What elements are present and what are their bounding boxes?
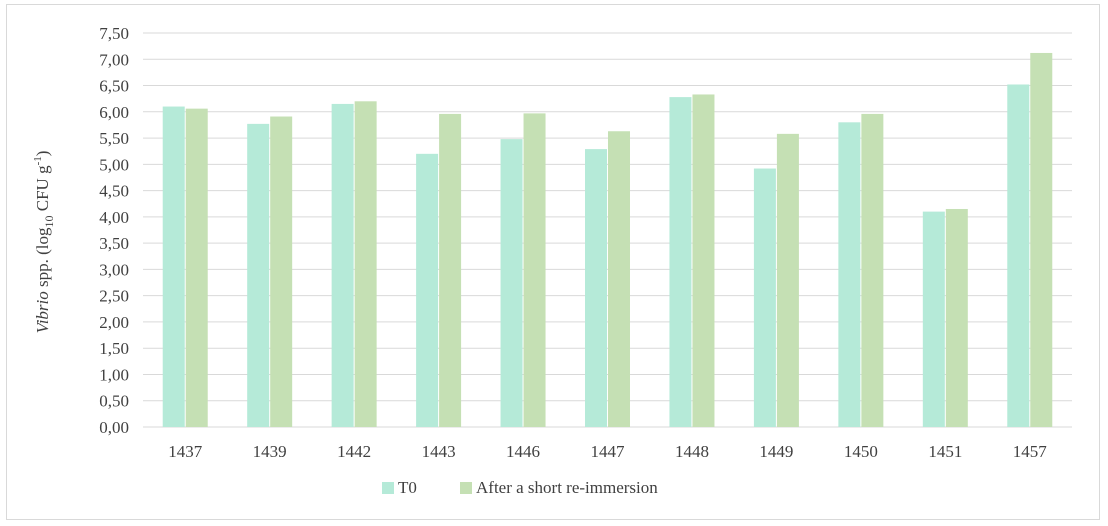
y-tick-label: 6,50 [99, 77, 129, 96]
bar-reimmersion-1451 [945, 208, 968, 427]
y-tick-label: 7,00 [99, 50, 129, 69]
y-axis-title-unit: CFU g [33, 165, 52, 216]
bar-reimmersion-1447 [608, 131, 630, 427]
legend-label: After a short re-immersion [476, 478, 658, 497]
x-tick-label: 1446 [506, 442, 540, 461]
bar-reimmersion-1442 [354, 101, 377, 427]
bar-reimmersion-1457 [1030, 52, 1053, 427]
y-tick-label: 0,00 [99, 418, 129, 437]
bar-reimmersion-1443 [439, 113, 462, 427]
bar-reimmersion-1449 [776, 133, 799, 427]
bar-t0-1457 [1007, 84, 1030, 427]
bar-t0-1448 [669, 97, 692, 427]
x-tick-label: 1450 [844, 442, 878, 461]
x-tick-labels: 1437 1439 1442 1443 1446 1447 1448 1449 1450 1451… [168, 442, 1047, 461]
legend-swatch [382, 482, 394, 494]
y-axis-title-text: spp. (log [33, 227, 52, 291]
x-tick-label: 1448 [675, 442, 709, 461]
legend-label: T0 [398, 478, 417, 497]
y-tick-label: 4,00 [99, 208, 129, 227]
y-tick-label: 2,00 [99, 313, 129, 332]
bar-t0-1450 [838, 122, 861, 427]
y-tick-labels: 0,00 0,50 1,00 1,50 2,00 2,50 3,00 3,50 4,00 4,50… [99, 24, 129, 437]
bars [162, 52, 1053, 428]
bar-reimmersion-1446 [523, 113, 546, 427]
gridlines [143, 32, 1072, 428]
y-tick-label: 5,00 [99, 155, 129, 174]
bar-t0-1449 [753, 168, 776, 427]
x-tick-label: 1442 [337, 442, 371, 461]
y-tick-label: 0,50 [99, 392, 129, 411]
x-tick-label: 1457 [1013, 442, 1048, 461]
bar-reimmersion-1448 [692, 94, 715, 428]
legend-swatch [460, 482, 472, 494]
x-tick-label: 1443 [422, 442, 456, 461]
x-tick-label: 1449 [759, 442, 793, 461]
y-tick-label: 2,50 [99, 287, 129, 306]
y-axis-title-close: ) [33, 151, 52, 157]
bar-reimmersion-1450 [861, 113, 884, 427]
bar-t0-1439 [247, 123, 270, 428]
y-axis-title-subscript: 10 [42, 215, 56, 227]
bar-reimmersion-1437 [185, 108, 208, 427]
y-tick-label: 4,50 [99, 182, 129, 201]
bar-t0-1446 [500, 139, 523, 427]
bar-t0-1451 [922, 211, 945, 427]
legend: T0 After a short re-immersion [382, 478, 658, 497]
x-tick-label: 1447 [591, 442, 626, 461]
y-tick-label: 1,50 [99, 339, 129, 358]
y-tick-label: 7,50 [99, 24, 129, 43]
x-tick-label: 1451 [928, 442, 962, 461]
y-tick-label: 3,00 [99, 260, 129, 279]
y-tick-label: 5,50 [99, 129, 129, 148]
bar-t0-1442 [331, 103, 354, 428]
bar-t0-1447 [585, 149, 607, 427]
x-tick-label: 1439 [253, 442, 287, 461]
x-tick-label: 1437 [168, 442, 203, 461]
y-axis-title-genus: Vibrio [33, 291, 52, 333]
bar-t0-1443 [416, 153, 439, 427]
y-axis-title: Vibrio spp. (log10 CFU g-1) [32, 151, 56, 334]
y-axis-title-superscript: -1 [32, 156, 44, 165]
bar-t0-1437 [162, 106, 185, 428]
y-tick-label: 3,50 [99, 234, 129, 253]
y-tick-label: 6,00 [99, 103, 129, 122]
y-tick-label: 1,00 [99, 365, 129, 384]
bar-reimmersion-1439 [270, 116, 293, 427]
